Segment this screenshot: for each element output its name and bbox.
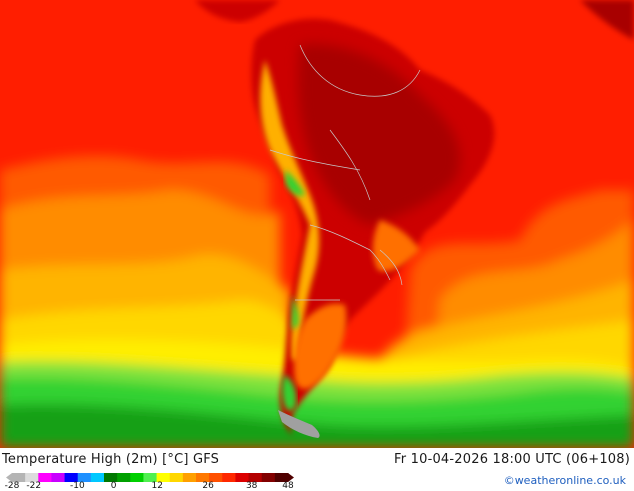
- scale-tick-label: 0: [110, 481, 117, 491]
- scale-tick-label: 48: [282, 481, 294, 491]
- color-scale-segment: [130, 473, 144, 482]
- color-scale-segment: [156, 473, 171, 482]
- scale-tick-label: -28: [4, 481, 20, 491]
- color-scale-segment: [182, 473, 197, 482]
- color-scale-segment: [235, 473, 250, 482]
- color-scale-segment: [169, 473, 184, 482]
- color-scale-segment: [51, 473, 66, 482]
- color-scale-segment: [117, 473, 131, 482]
- color-scale-segment: [196, 473, 210, 482]
- color-scale-segment: [274, 473, 289, 482]
- scale-tick-label: -10: [70, 481, 85, 491]
- color-scale-segment: [25, 473, 39, 482]
- scale-tick-label: -22: [26, 481, 42, 491]
- color-scale-segment: [90, 473, 105, 482]
- south-america-landmass: [251, 18, 495, 438]
- scale-tick-label: 12: [151, 481, 163, 491]
- north-america-fragment: [195, 0, 634, 40]
- scale-min-arrow: [6, 473, 12, 482]
- color-scale-segment: [209, 473, 223, 482]
- credit-link[interactable]: ©weatheronline.co.uk: [503, 474, 626, 487]
- color-scale-segment: [222, 473, 236, 482]
- map-title: Temperature High (2m) [°C] GFS: [2, 452, 220, 467]
- map-legend-footer: Temperature High (2m) [°C] GFS Fr 10-04-…: [0, 448, 634, 491]
- scale-tick-label: 26: [202, 481, 214, 491]
- temperature-map: [0, 0, 634, 448]
- color-scale-segment: [12, 473, 26, 482]
- color-scale-segment: [64, 473, 79, 482]
- valid-time: Fr 10-04-2026 18:00 UTC (06+108): [394, 452, 630, 467]
- scale-tick-label: 38: [245, 481, 258, 491]
- scale-max-arrow: [288, 473, 294, 482]
- color-scale-segment: [261, 473, 276, 482]
- color-scale-segment: [38, 473, 52, 482]
- color-scale-segment: [104, 473, 118, 482]
- color-scale-bar: [6, 473, 294, 482]
- color-scale-segment: [248, 473, 263, 482]
- color-scale-segment: [77, 473, 92, 482]
- color-scale-segment: [143, 473, 158, 482]
- ocean-temperature-field: [0, 0, 634, 448]
- country-borders: [269, 44, 421, 301]
